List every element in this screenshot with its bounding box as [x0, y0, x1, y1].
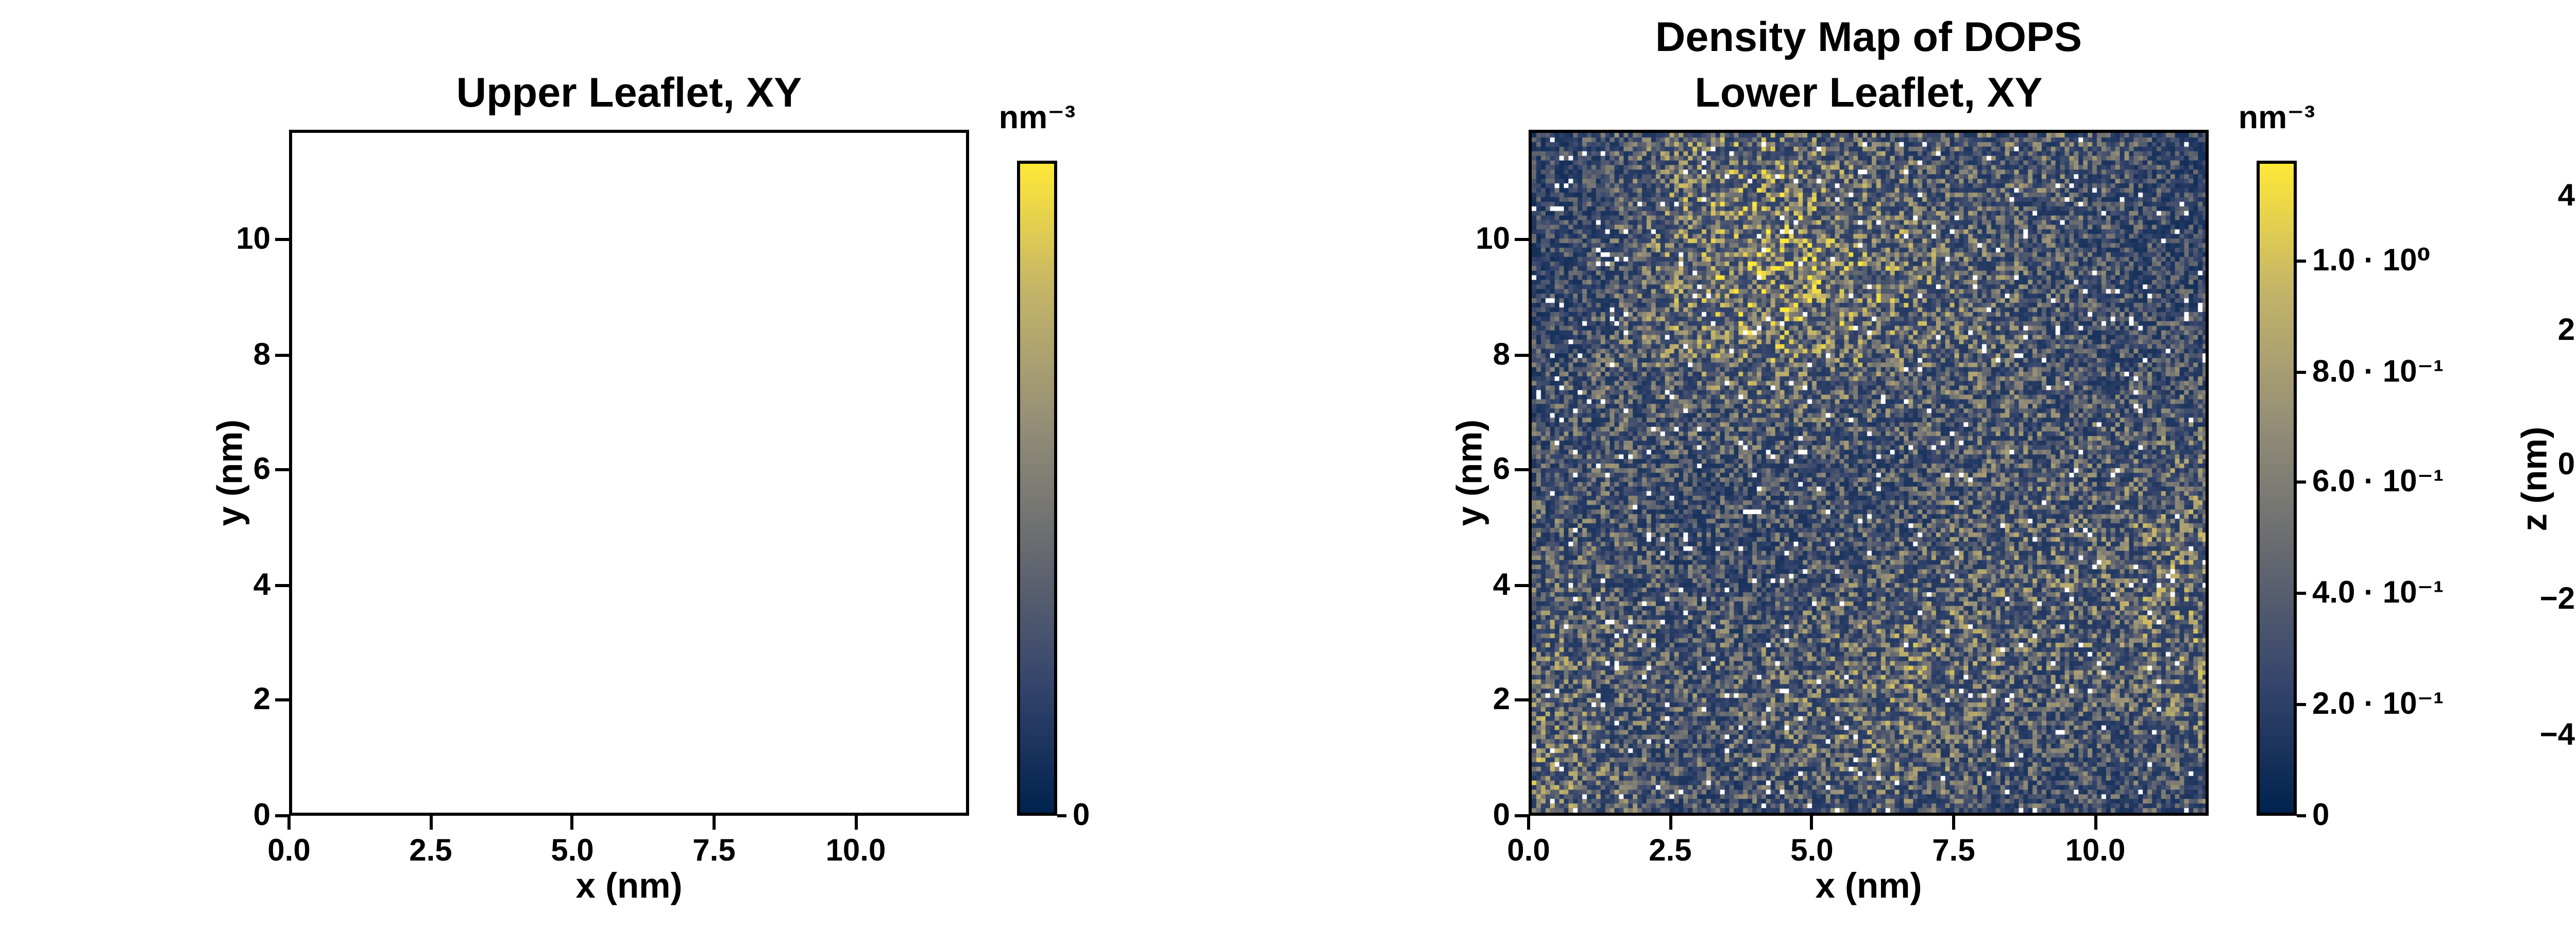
x-tick-label: 2.5	[1649, 834, 1692, 868]
lower-leaflet-heatmap-canvas	[1532, 133, 2206, 813]
y-tick-label: 4	[2557, 179, 2575, 213]
x-tick-label: 0	[2532, 836, 2576, 867]
x-tick	[1668, 816, 1672, 830]
x-tick-label: 0.0	[1507, 834, 1550, 868]
upper-leaflet-axes	[289, 130, 969, 816]
y-tick-label: 6	[253, 453, 270, 487]
x-tick-label: 10.0	[2065, 834, 2126, 868]
y-tick	[1515, 699, 1529, 702]
y-tick	[1515, 814, 1529, 817]
colorbar-tick	[2297, 370, 2306, 373]
x-tick-label: 5.0	[1790, 834, 1834, 868]
upper-leaflet-colorbar	[1017, 161, 1057, 816]
y-tick	[275, 237, 289, 241]
upper-leaflet-title: Upper Leaflet, XY	[456, 70, 802, 116]
x-tick-label: 10.0	[825, 834, 886, 868]
colorbar-tick	[2297, 481, 2306, 485]
figure-suptitle: Density Map of DOPS	[1655, 14, 2082, 60]
y-tick-label: 2	[2557, 314, 2575, 348]
y-tick-label: −4	[2539, 718, 2575, 752]
x-tick-label: 5.0	[551, 834, 594, 868]
y-tick-label: 6	[1493, 453, 1510, 487]
x-tick	[854, 816, 857, 830]
colorbar-tick	[2297, 814, 2306, 817]
y-tick	[275, 583, 289, 587]
y-tick-label: 10	[1476, 222, 1510, 256]
colorbar-tick-label: 0	[2312, 799, 2330, 833]
lower-leaflet-axes	[1529, 130, 2209, 816]
y-tick-label: 2	[1493, 683, 1510, 718]
x-tick	[713, 816, 716, 830]
colorbar-tick-label: 0	[1073, 799, 1090, 833]
colorbar-tick-label: 8.0 · 10⁻¹	[2312, 354, 2444, 389]
y-tick-label: 0	[2557, 448, 2575, 483]
y-tick	[1515, 353, 1529, 356]
y-tick-label: −2	[2539, 583, 2575, 617]
colorbar-tick-label: 4.0 · 10⁻¹	[2312, 576, 2444, 611]
y-tick	[275, 814, 289, 817]
colorbar-tick-label: 6.0 · 10⁻¹	[2312, 466, 2444, 500]
x-tick-label: 2.5	[409, 834, 452, 868]
lower-leaflet-title: Lower Leaflet, XY	[1694, 70, 2043, 116]
y-tick-label: 0	[253, 799, 270, 833]
y-tick	[1515, 583, 1529, 587]
x-tick	[570, 816, 574, 830]
y-tick	[1515, 468, 1529, 472]
colorbar-tick	[2297, 259, 2306, 263]
colorbar-tick	[2297, 703, 2306, 707]
x-tick	[287, 816, 291, 830]
y-tick	[275, 699, 289, 702]
upper-leaflet-colorbar-title: nm⁻³	[998, 100, 1076, 136]
y-tick-label: 4	[253, 568, 270, 603]
x-tick-label: 7.5	[1932, 834, 1975, 868]
x-tick	[2093, 816, 2097, 830]
x-tick	[1952, 816, 1955, 830]
y-tick	[275, 468, 289, 472]
y-tick	[1515, 237, 1529, 241]
y-tick-label: 4	[1493, 568, 1510, 603]
x-tick	[1810, 816, 1814, 830]
lower-leaflet-xlabel: x (nm)	[1815, 865, 1922, 905]
y-tick-label: 8	[1493, 337, 1510, 372]
colorbar-tick-label: 2.0 · 10⁻¹	[2312, 688, 2444, 722]
colorbar-tick	[2297, 592, 2306, 595]
colorbar-tick	[1057, 814, 1066, 817]
x-tick	[1527, 816, 1530, 830]
lower-leaflet-colorbar-title: nm⁻³	[2238, 100, 2315, 136]
upper-leaflet-xlabel: x (nm)	[575, 865, 683, 905]
x-tick-label: 7.5	[692, 834, 736, 868]
x-tick-label: 0.0	[267, 834, 311, 868]
y-tick-label: 2	[253, 683, 270, 718]
y-tick-label: 8	[253, 337, 270, 372]
y-tick-label: 10	[236, 222, 270, 256]
colorbar-tick-label: 1.0 · 10⁰	[2312, 244, 2431, 278]
x-tick	[429, 816, 432, 830]
y-tick	[275, 353, 289, 356]
lower-leaflet-colorbar	[2257, 161, 2297, 816]
y-tick-label: 0	[1493, 799, 1510, 833]
